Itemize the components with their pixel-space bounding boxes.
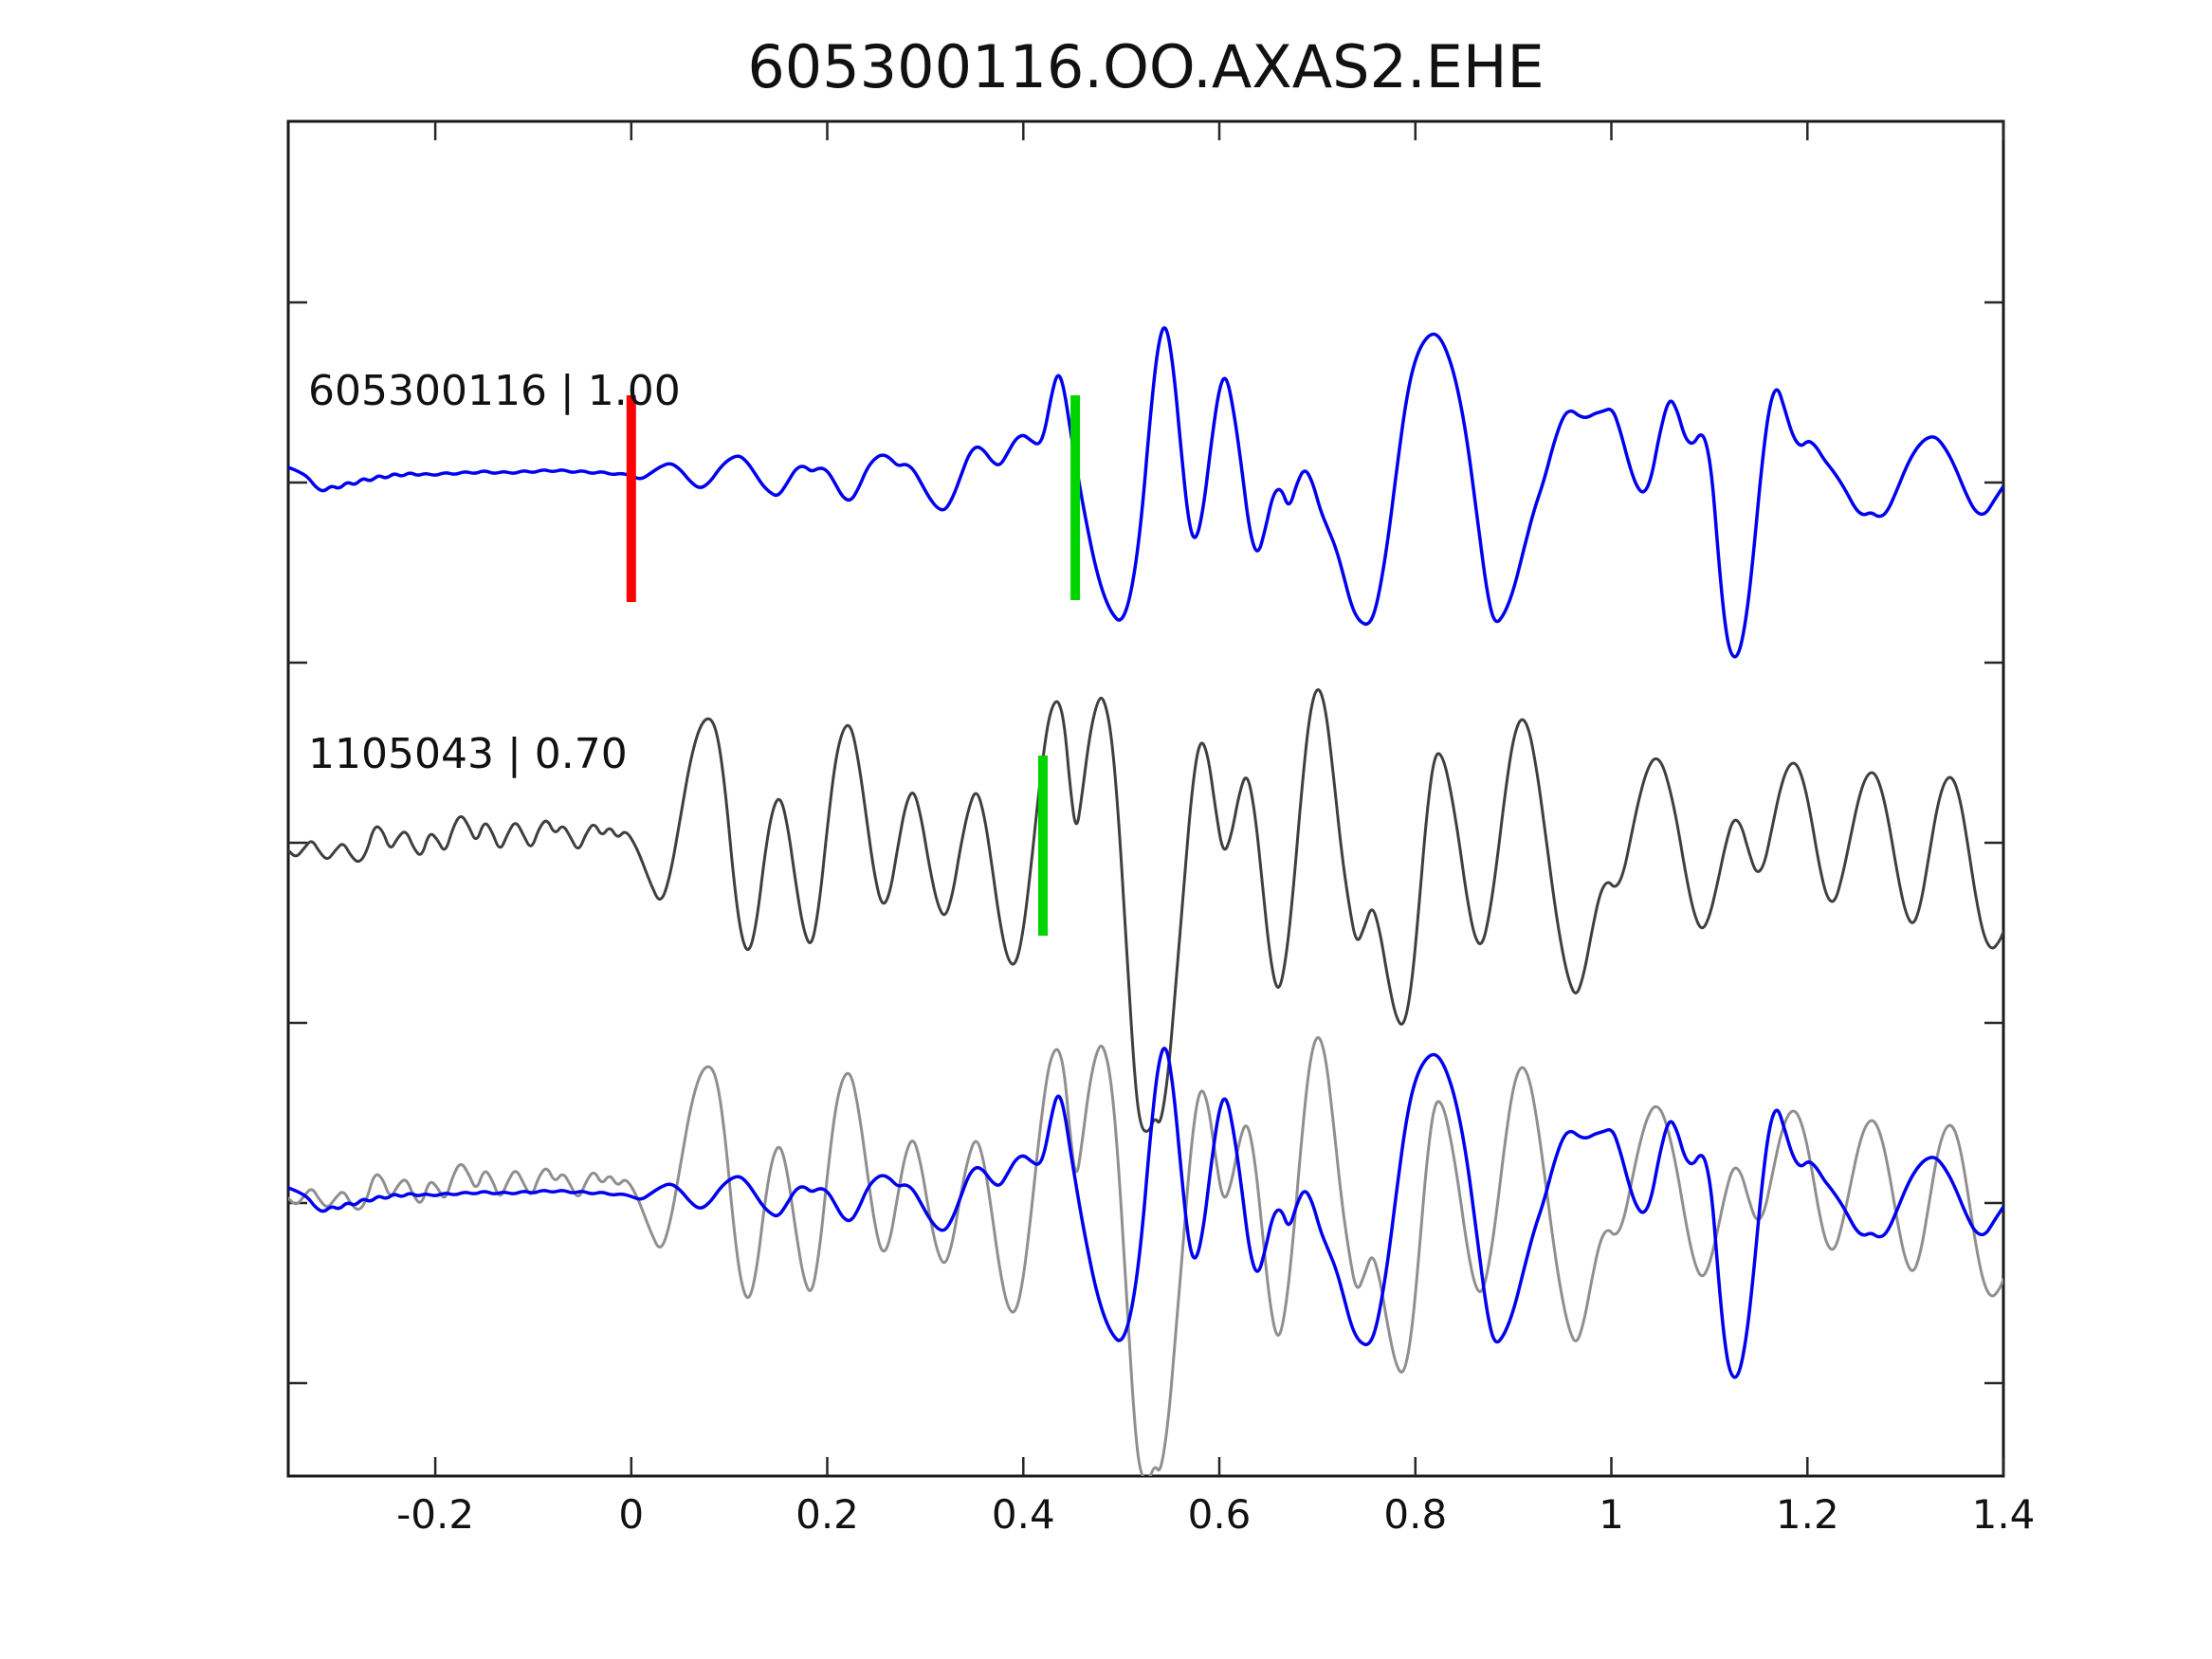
x-tick-label: 0.8 — [1383, 1491, 1447, 1538]
chart-title: 605300116.OO.AXAS2.EHE — [747, 32, 1545, 101]
detection-trace-waveform — [288, 688, 2003, 1133]
x-tick-label: 0.2 — [795, 1491, 859, 1538]
x-tick-label: 0.6 — [1188, 1491, 1252, 1538]
traces-group — [288, 326, 2003, 1476]
x-tick-label: 1.2 — [1776, 1491, 1839, 1538]
axes-border — [286, 119, 2005, 1478]
trace-label-top: 605300116 | 1.00 — [308, 367, 681, 415]
template-trace-waveform — [288, 326, 2003, 659]
x-tick-label: 1.4 — [1972, 1491, 2036, 1538]
trace-label-middle: 1105043 | 0.70 — [308, 730, 628, 778]
overlay-detection-trace-waveform — [288, 1036, 2003, 1476]
x-tick-label: 1 — [1599, 1491, 1624, 1538]
x-tick-label: 0.4 — [992, 1491, 1055, 1538]
overlay-template-trace-waveform — [288, 1047, 2003, 1379]
x-tick-label: 0 — [618, 1491, 644, 1538]
x-tick-label: -0.2 — [396, 1491, 474, 1538]
